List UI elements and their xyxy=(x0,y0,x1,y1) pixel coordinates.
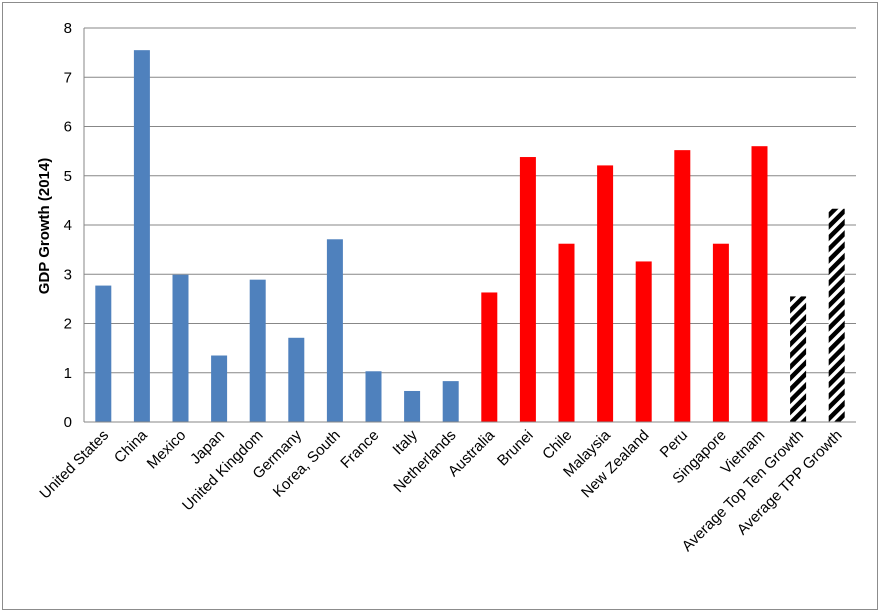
y-axis-label: GDP Growth (2014) xyxy=(36,158,53,294)
bar-singapore xyxy=(712,243,729,422)
bar-japan xyxy=(211,355,228,422)
y-tick-label: 7 xyxy=(64,69,72,86)
bar-average-tpp-growth xyxy=(828,208,845,422)
bar-peru xyxy=(674,150,691,422)
y-tick-label: 3 xyxy=(64,266,72,283)
bar-australia xyxy=(481,292,498,422)
bar-malaysia xyxy=(597,165,614,422)
y-tick-label: 4 xyxy=(64,217,72,234)
x-tick-label: Mexico xyxy=(144,427,190,473)
y-tick-label: 2 xyxy=(64,316,72,333)
y-tick-label: 8 xyxy=(64,20,72,37)
bar-vietnam xyxy=(751,146,768,422)
bar-united-kingdom xyxy=(249,279,266,422)
bar-china xyxy=(133,50,150,422)
x-tick-label: Peru xyxy=(657,427,691,461)
bar-chile xyxy=(558,243,575,422)
y-tick-label: 6 xyxy=(64,119,72,136)
x-tick-label: New Zealand xyxy=(578,427,653,502)
bar-netherlands xyxy=(442,381,459,422)
bar-average-top-ten-growth xyxy=(790,296,807,422)
bar-france xyxy=(365,371,382,422)
y-tick-label: 5 xyxy=(64,168,72,185)
y-axis-tick-labels: 0 1 2 3 4 5 6 7 8 xyxy=(64,20,72,431)
bar-germany xyxy=(288,337,305,422)
bars xyxy=(95,50,845,422)
x-tick-label: Brunei xyxy=(494,427,537,470)
x-tick-label: United States xyxy=(36,427,112,503)
bar-korea-south xyxy=(326,239,343,422)
bar-italy xyxy=(404,390,421,422)
bar-new-zealand xyxy=(635,261,652,422)
bar-brunei xyxy=(519,157,536,422)
y-tick-label: 0 xyxy=(64,414,72,431)
bar-mexico xyxy=(172,274,189,422)
x-tick-label: France xyxy=(337,427,382,472)
y-tick-label: 1 xyxy=(64,365,72,382)
x-tick-label: Italy xyxy=(389,426,421,458)
gridlines xyxy=(84,27,856,374)
bar-united-states xyxy=(95,285,112,422)
